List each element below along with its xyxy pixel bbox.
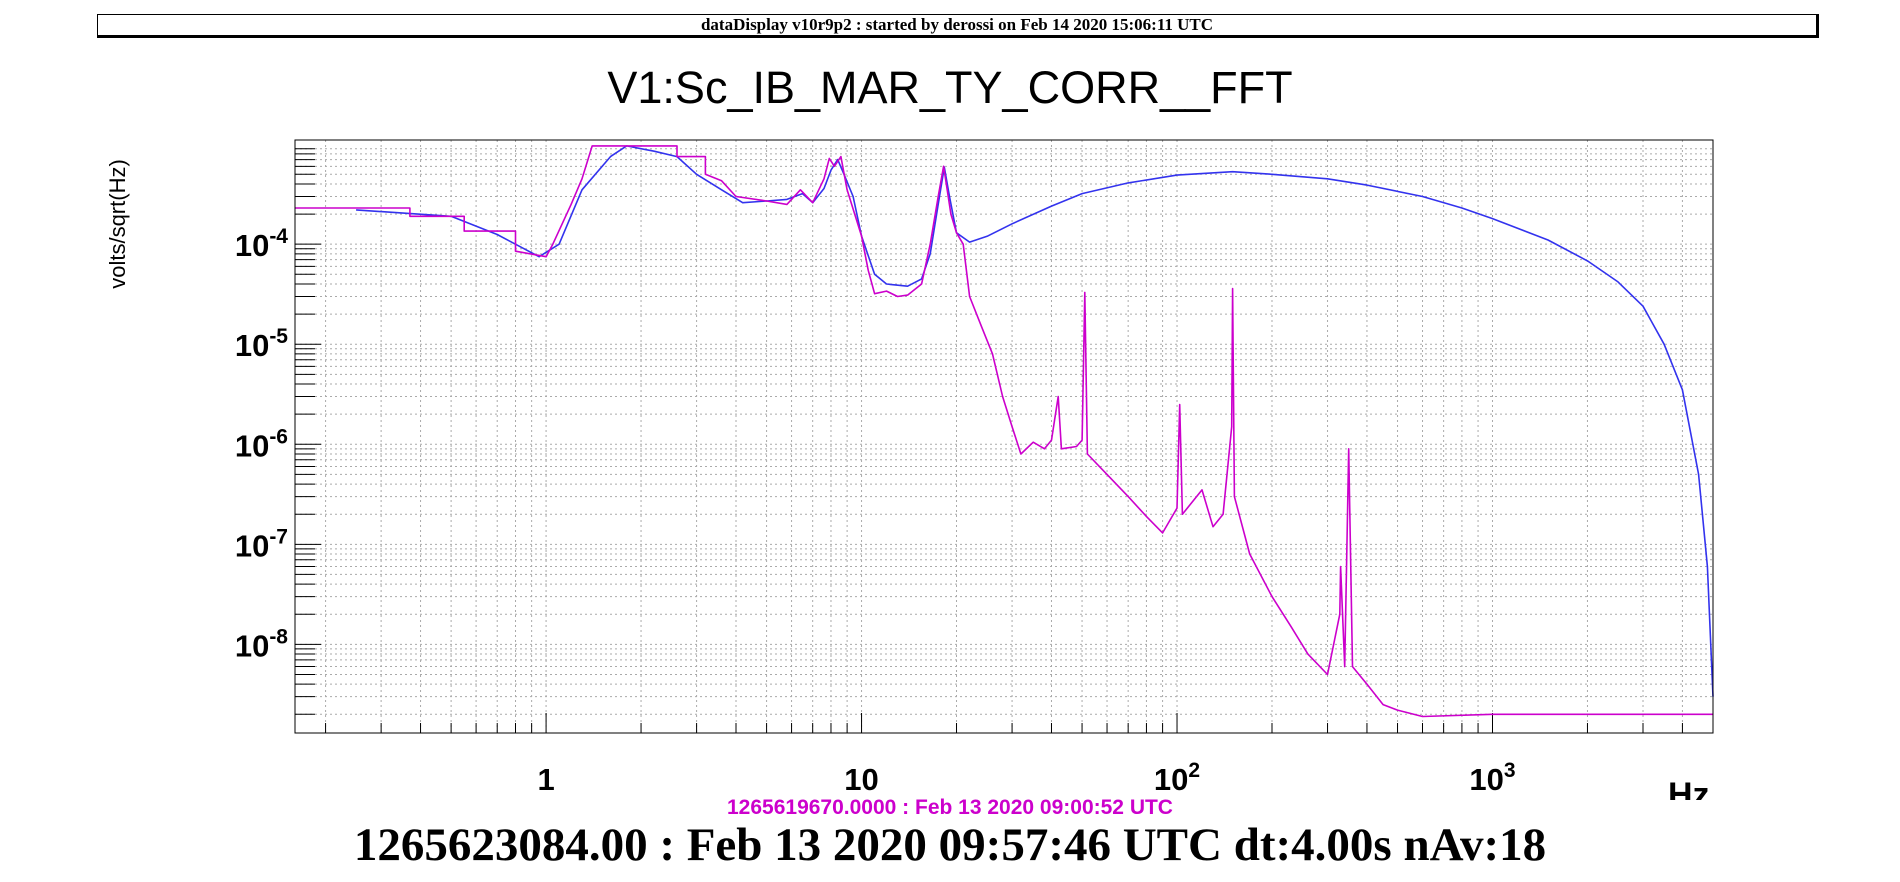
y-axis-label: volts/sqrt(Hz)	[105, 159, 130, 289]
y-tick-label: 10-7	[235, 525, 288, 563]
main-timestamp: 1265623084.00 : Feb 13 2020 09:57:46 UTC…	[353, 819, 1547, 871]
spectrum-chart: volts/sqrt(Hz) Hz 1 10 102 103 10-4 10-5 10-6…	[105, 139, 1714, 800]
x-tick-label: 102	[1154, 759, 1200, 797]
reference-timestamp: 1265619670.0000 : Feb 13 2020 09:00:52 U…	[727, 796, 1173, 819]
series-layer	[295, 145, 1714, 718]
x-axis-label: Hz	[1668, 776, 1710, 800]
y-tick-label: 10-8	[235, 625, 288, 663]
y-tick-labels: 10-4 10-5 10-6 10-7 10-8	[235, 225, 288, 663]
x-tick-label: 103	[1469, 759, 1515, 797]
axis-ticks	[295, 148, 1683, 733]
chart-title: V1:Sc_IB_MAR_TY_CORR__FFT	[607, 62, 1293, 113]
y-tick-label: 10-5	[235, 325, 288, 363]
y-tick-label: 10-6	[235, 425, 288, 463]
x-tick-label: 10	[844, 762, 878, 797]
series-line-2	[295, 145, 1713, 718]
x-tick-labels: 1 10 102 103	[537, 759, 1515, 797]
y-tick-label: 10-4	[235, 225, 288, 263]
info-banner: dataDisplay v10r9p2 : started by derossi…	[97, 14, 1819, 38]
grid-lines	[295, 140, 1713, 733]
plot-frame	[294, 139, 1714, 734]
x-tick-label: 1	[537, 762, 554, 797]
